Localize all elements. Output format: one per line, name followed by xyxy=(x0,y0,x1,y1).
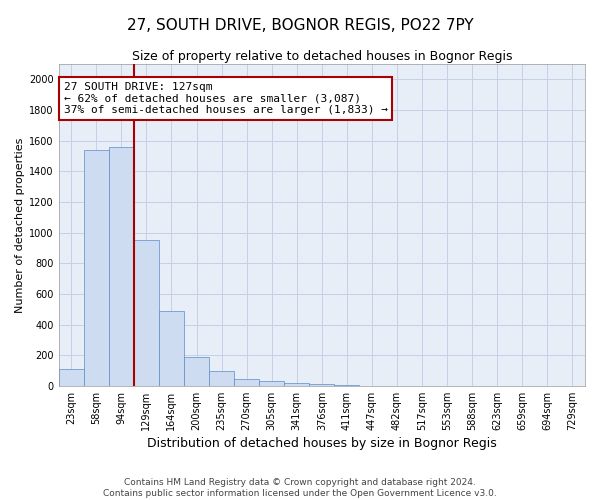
X-axis label: Distribution of detached houses by size in Bognor Regis: Distribution of detached houses by size … xyxy=(147,437,497,450)
Bar xyxy=(284,383,309,386)
Bar xyxy=(209,372,234,386)
Text: 27, SOUTH DRIVE, BOGNOR REGIS, PO22 7PY: 27, SOUTH DRIVE, BOGNOR REGIS, PO22 7PY xyxy=(127,18,473,32)
Bar xyxy=(334,385,359,386)
Bar xyxy=(134,240,159,386)
Bar xyxy=(84,150,109,386)
Bar xyxy=(309,384,334,386)
Title: Size of property relative to detached houses in Bognor Regis: Size of property relative to detached ho… xyxy=(131,50,512,63)
Text: 27 SOUTH DRIVE: 127sqm
← 62% of detached houses are smaller (3,087)
37% of semi-: 27 SOUTH DRIVE: 127sqm ← 62% of detached… xyxy=(64,82,388,115)
Bar xyxy=(234,379,259,386)
Text: Contains HM Land Registry data © Crown copyright and database right 2024.
Contai: Contains HM Land Registry data © Crown c… xyxy=(103,478,497,498)
Bar xyxy=(259,381,284,386)
Bar xyxy=(109,147,134,386)
Y-axis label: Number of detached properties: Number of detached properties xyxy=(15,138,25,312)
Bar xyxy=(184,358,209,386)
Bar xyxy=(159,311,184,386)
Bar xyxy=(59,369,84,386)
